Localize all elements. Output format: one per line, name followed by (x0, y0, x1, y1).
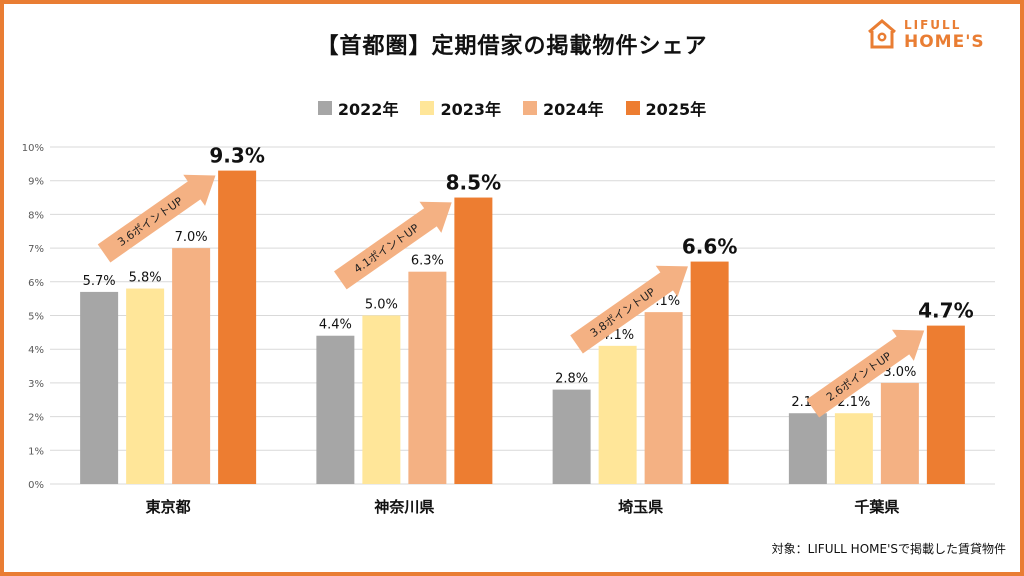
logo-line2: HOME'S (904, 32, 985, 52)
bar (80, 291, 119, 484)
bar (362, 315, 401, 484)
bar (218, 170, 257, 484)
y-tick-label: 5% (28, 312, 44, 323)
y-tick-label: 10% (22, 143, 44, 154)
y-tick-label: 0% (28, 480, 44, 491)
bar-value-label: 8.5% (446, 171, 501, 195)
bar (926, 325, 965, 484)
y-tick-label: 2% (28, 413, 44, 424)
arrow-shape (570, 265, 688, 354)
y-tick-label: 4% (28, 345, 44, 356)
category-label: 東京都 (146, 498, 191, 516)
bar-value-label: 6.6% (682, 235, 737, 259)
chart-title: 【首都圏】定期借家の掲載物件シェア (316, 34, 708, 59)
bar (788, 413, 827, 484)
bar (598, 345, 637, 484)
arrow-shape (334, 201, 452, 290)
bar-value-label: 9.3% (209, 144, 264, 168)
bar (126, 288, 165, 484)
bar-value-label: 5.7% (83, 274, 116, 289)
arrow-shape (806, 329, 925, 418)
bar-value-label: 4.4% (319, 318, 352, 333)
arrow-shape (97, 174, 216, 263)
legend-label: 2022年 (337, 100, 399, 119)
bar (644, 312, 683, 484)
bar-value-label: 2.1% (837, 395, 870, 410)
footnote: 対象：LIFULL HOME'Sで掲載した賃貸物件 (771, 542, 1006, 556)
bar-value-label: 5.8% (129, 271, 162, 286)
bar-value-label: 3.0% (883, 365, 916, 380)
legend-swatch (523, 101, 537, 115)
y-tick-label: 6% (28, 278, 44, 289)
legend-swatch (317, 101, 332, 115)
y-tick-label: 3% (28, 379, 44, 390)
category-label: 埼玉県 (618, 498, 663, 516)
bar-value-label: 4.7% (918, 299, 973, 323)
bar-value-label: 2.8% (555, 372, 588, 387)
house-logo-icon (868, 19, 896, 49)
bar-value-label: 6.3% (411, 254, 444, 269)
bar-value-label: 7.0% (175, 230, 208, 245)
bar-value-label: 5.0% (365, 298, 398, 313)
legend-label: 2024年 (543, 100, 604, 119)
bar (690, 261, 729, 484)
chart-legend: 2022年 2023年 2024年 2025年 (0, 96, 1024, 120)
legend-swatch (625, 101, 640, 115)
bar (408, 271, 447, 484)
bar (316, 335, 355, 484)
category-label: 神奈川県 (374, 498, 434, 516)
legend-item: 2022年 (317, 96, 399, 120)
y-tick-label: 1% (28, 446, 44, 457)
brand-logo: LIFULL HOME'S (866, 16, 1006, 54)
y-tick-label: 7% (28, 244, 44, 255)
category-label: 千葉県 (854, 498, 899, 516)
legend-label: 2025年 (645, 100, 707, 119)
legend-label: 2023年 (440, 100, 501, 119)
legend-item: 2025年 (625, 96, 707, 120)
legend-swatch (420, 101, 435, 115)
legend-item: 2023年 (420, 96, 501, 120)
bar (552, 389, 591, 484)
bar (454, 197, 493, 485)
bar (172, 248, 211, 484)
legend-item: 2024年 (523, 96, 604, 120)
bar (834, 413, 873, 484)
bar (880, 382, 919, 484)
y-tick-label: 9% (28, 177, 44, 188)
y-tick-label: 8% (28, 210, 44, 221)
logo-line1: LIFULL (904, 18, 962, 32)
